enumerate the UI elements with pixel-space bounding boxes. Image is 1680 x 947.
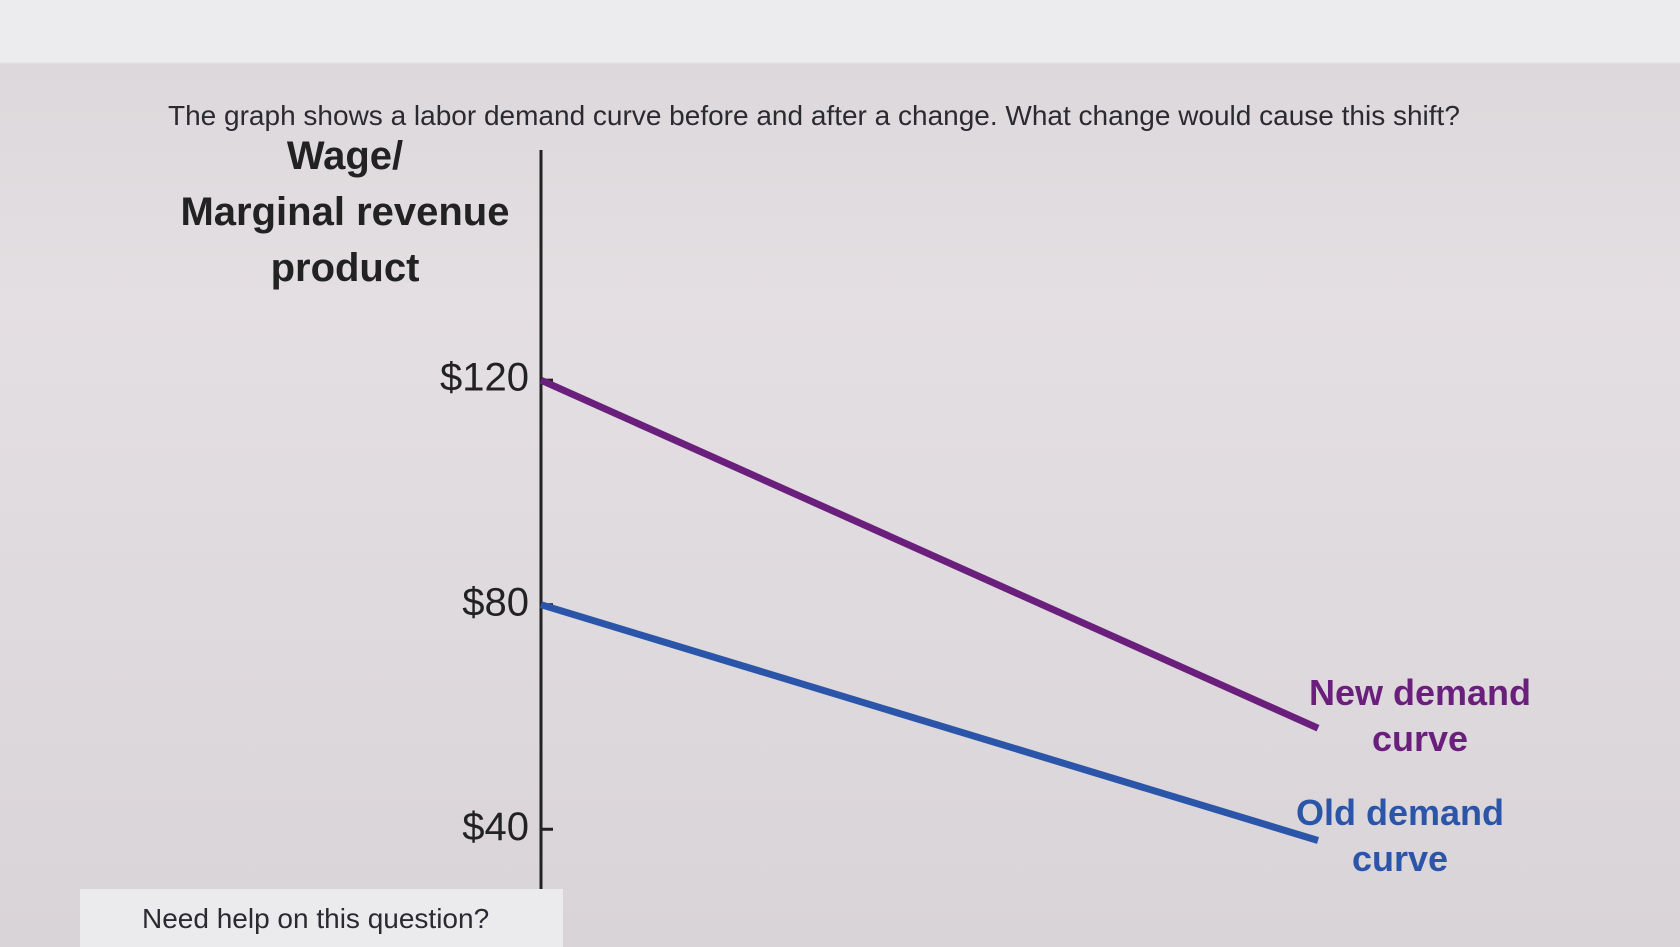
y-axis-title: Wage/ Marginal revenue product: [180, 134, 510, 290]
y-tick-label: $40: [462, 805, 529, 849]
y-tick-label: $120: [440, 356, 529, 400]
legend-label: Old demand curve: [1295, 792, 1505, 879]
demand-line: [539, 376, 1320, 732]
y-tick-label: $80: [462, 580, 529, 624]
question: The graph shows a labor demand curve bef…: [168, 100, 1460, 131]
demand-line: [539, 601, 1320, 844]
legend-label: New demand curve: [1308, 672, 1532, 759]
help-link[interactable]: Need help on this question?: [80, 889, 563, 947]
